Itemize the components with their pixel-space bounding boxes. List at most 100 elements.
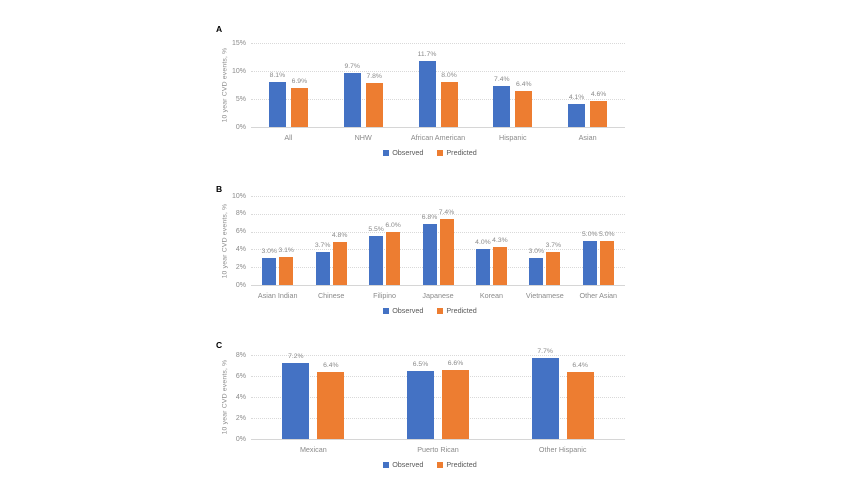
legend-predicted-swatch (437, 307, 444, 314)
bar-value-label: 6.4% (572, 361, 588, 369)
chart-panel-a: A 10 year CVD events, % 0% 5% 10% 15% All 8.1… (215, 24, 645, 176)
bar-predicted (515, 91, 533, 127)
legend-observed-swatch (383, 149, 390, 156)
y-tick-label: 0% (235, 123, 246, 131)
bar-value-label: 6.5% (412, 360, 429, 368)
bar-observed (282, 363, 310, 439)
bar-observed (475, 249, 490, 285)
bar-observed (268, 81, 286, 127)
bar-observed (262, 258, 277, 285)
legend-observed-label: Observed (392, 306, 424, 315)
bar-predicted (290, 88, 308, 127)
chart-panel-b: B 10 year CVD events, % 0% 2% 4% 6% 8% 10% Asi… (215, 184, 645, 336)
bar-observed (343, 72, 361, 127)
x-axis-line (251, 439, 625, 440)
bar-value-label: 7.2% (288, 353, 304, 361)
bar-observed (407, 370, 434, 439)
gridline (251, 71, 625, 72)
bar-observed (529, 258, 544, 285)
bar-predicted (566, 371, 594, 439)
legend-observed-swatch (383, 461, 390, 468)
bar-predicted (599, 240, 614, 285)
legend-observed-label: Observed (392, 460, 424, 469)
y-tick-label: 5% (235, 95, 246, 103)
bar-value-label: 5.0% (582, 230, 598, 238)
bar-observed (493, 85, 511, 127)
y-tick-label: 2% (235, 414, 246, 422)
bar-value-label: 4.1% (568, 94, 585, 102)
bar-value-label: 3.0% (528, 248, 545, 256)
y-tick-label: 10% (231, 67, 246, 75)
bar-predicted (386, 231, 401, 285)
bar-predicted (279, 257, 294, 285)
x-axis-line (251, 127, 625, 128)
bar-predicted (492, 246, 507, 285)
bar-value-label: 3.0% (261, 248, 277, 256)
y-tick-label: 4% (235, 245, 246, 253)
legend-item-predicted: Predicted (437, 148, 477, 157)
legend-item-observed: Observed (383, 148, 423, 157)
legend-item-observed: Observed (383, 460, 423, 469)
bar-value-label: 6.8% (421, 214, 438, 222)
bar-observed (582, 240, 597, 285)
bar-value-label: 11.7% (417, 51, 437, 59)
gridline (251, 196, 625, 197)
bar-value-label: 7.7% (537, 348, 553, 356)
legend-predicted-swatch (437, 461, 444, 468)
bar-predicted (442, 369, 469, 439)
x-category-label: Mexican (299, 445, 327, 454)
panel-label-b: B (216, 184, 223, 194)
bar-value-label: 3.7% (545, 242, 562, 250)
bar-observed (568, 104, 586, 127)
y-tick-label: 4% (235, 393, 246, 401)
y-tick-label: 0% (235, 281, 246, 289)
bar-value-label: 4.6% (590, 91, 607, 99)
gridline (251, 418, 625, 419)
legend: Observed Predicted (215, 306, 645, 315)
y-tick-label: 0% (235, 435, 246, 443)
legend-predicted-swatch (437, 149, 444, 156)
bar-value-label: 6.9% (291, 78, 308, 86)
x-category-label: Hispanic (499, 133, 527, 142)
x-category-label: Chinese (317, 291, 345, 300)
bar-value-label: 8.0% (441, 72, 457, 80)
panel-label-c: C (216, 340, 223, 350)
legend-item-predicted: Predicted (437, 460, 477, 469)
bar-value-label: 7.4% (494, 75, 510, 83)
bar-value-label: 4.0% (475, 239, 491, 247)
bar-observed (315, 252, 330, 285)
gridline (251, 376, 625, 377)
bar-value-label: 5.0% (599, 230, 615, 238)
bar-observed (369, 236, 384, 285)
gridline (251, 43, 625, 44)
legend-observed-swatch (383, 307, 390, 314)
bar-observed (422, 224, 437, 285)
bar-value-label: 6.4% (516, 81, 532, 89)
bar-predicted (546, 252, 561, 285)
gridline (251, 267, 625, 269)
bar-predicted (590, 101, 608, 127)
y-tick-label: 8% (235, 351, 246, 359)
y-axis-title: 10 year CVD events, % (221, 47, 229, 123)
bar-value-label: 6.0% (385, 221, 401, 229)
bar-value-label: 7.4% (438, 209, 455, 217)
gridline (251, 397, 625, 398)
y-tick-label: 8% (235, 210, 246, 218)
gridline (251, 231, 625, 233)
legend-observed-label: Observed (392, 148, 424, 157)
x-category-label: Other Asian (579, 291, 618, 300)
x-category-label: Other Hispanic (538, 445, 587, 454)
x-category-label: All (284, 133, 293, 142)
bar-observed (531, 358, 559, 439)
x-category-label: NHW (354, 133, 372, 142)
x-category-label: African American (410, 133, 466, 142)
x-category-label: Asian (578, 133, 597, 142)
bar-value-label: 7.8% (366, 73, 382, 81)
chart-panel-c: C 10 year CVD events, % 0% 2% 4% 6% 8% Mexica… (215, 340, 645, 480)
bar-value-label: 6.6% (447, 359, 464, 367)
legend-item-predicted: Predicted (437, 306, 477, 315)
x-category-label: Puerto Rican (417, 445, 459, 454)
y-tick-label: 6% (235, 372, 246, 380)
x-category-label: Vietnamese (525, 291, 564, 300)
legend: Observed Predicted (215, 460, 645, 469)
